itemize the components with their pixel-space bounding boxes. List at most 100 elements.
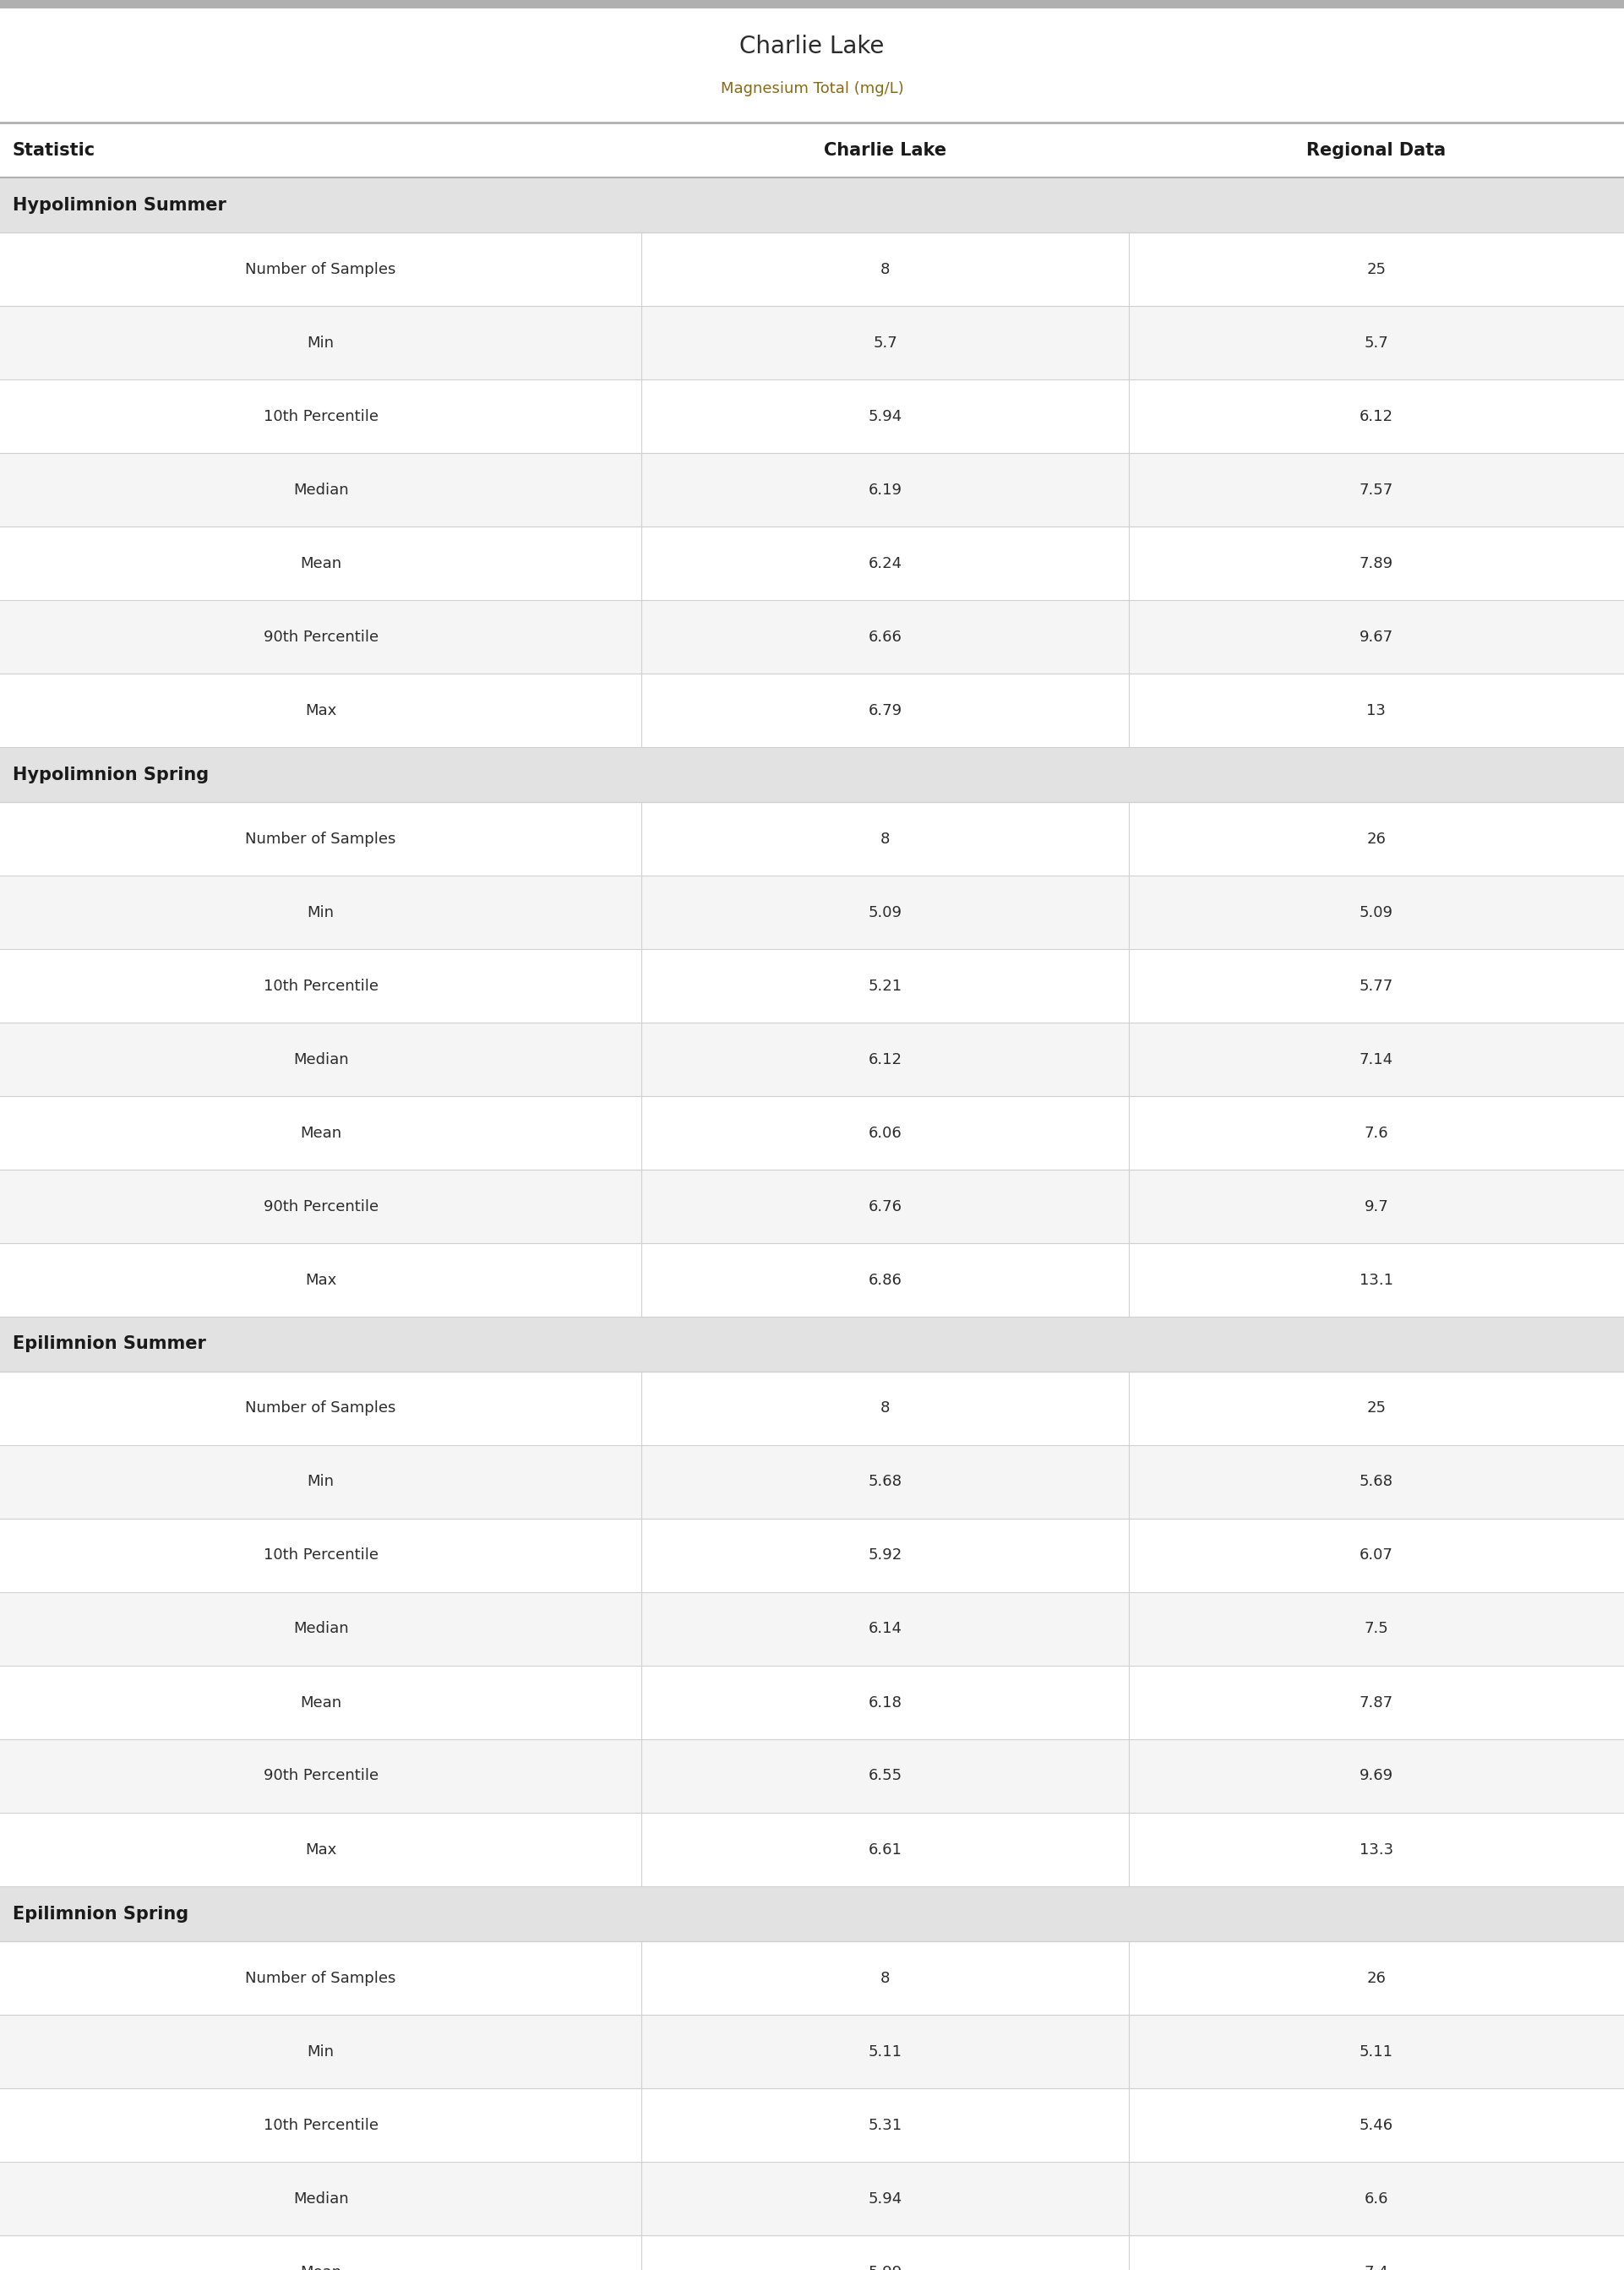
Bar xyxy=(0,1591,1624,1666)
Bar xyxy=(0,177,1624,232)
Text: Min: Min xyxy=(307,336,335,350)
Text: 6.06: 6.06 xyxy=(869,1126,901,1140)
Bar xyxy=(0,1317,1624,1371)
Text: 90th Percentile: 90th Percentile xyxy=(263,1199,378,1214)
Text: 90th Percentile: 90th Percentile xyxy=(263,1768,378,1784)
Text: 90th Percentile: 90th Percentile xyxy=(263,629,378,645)
Text: 6.86: 6.86 xyxy=(869,1271,901,1287)
Bar xyxy=(0,527,1624,599)
Bar xyxy=(0,232,1624,306)
Text: 6.79: 6.79 xyxy=(869,704,901,717)
Text: 6.12: 6.12 xyxy=(869,1051,901,1067)
Text: Max: Max xyxy=(305,704,336,717)
Text: 6.66: 6.66 xyxy=(869,629,901,645)
Text: Number of Samples: Number of Samples xyxy=(245,1970,396,1986)
Bar xyxy=(0,1941,1624,2016)
Bar xyxy=(0,306,1624,379)
Text: 5.68: 5.68 xyxy=(1359,1473,1393,1489)
Text: 7.5: 7.5 xyxy=(1364,1621,1389,1637)
Text: Mean: Mean xyxy=(300,1696,341,1709)
Text: 5.21: 5.21 xyxy=(869,978,901,994)
Bar xyxy=(0,599,1624,674)
Text: 5.77: 5.77 xyxy=(1359,978,1393,994)
Text: 6.24: 6.24 xyxy=(869,556,901,570)
Text: 9.7: 9.7 xyxy=(1364,1199,1389,1214)
Text: Mean: Mean xyxy=(300,556,341,570)
Text: Hypolimnion Summer: Hypolimnion Summer xyxy=(13,197,226,213)
Bar xyxy=(0,2236,1624,2270)
Text: 5.7: 5.7 xyxy=(1364,336,1389,350)
Text: 7.4: 7.4 xyxy=(1364,2265,1389,2270)
Text: 5.7: 5.7 xyxy=(874,336,896,350)
Text: 5.46: 5.46 xyxy=(1359,2118,1393,2134)
Text: 5.11: 5.11 xyxy=(869,2043,901,2059)
Text: Mean: Mean xyxy=(300,2265,341,2270)
Text: 5.92: 5.92 xyxy=(869,1548,901,1564)
Text: Epilimnion Spring: Epilimnion Spring xyxy=(13,1905,188,1923)
Text: 6.07: 6.07 xyxy=(1359,1548,1393,1564)
Text: Number of Samples: Number of Samples xyxy=(245,831,396,847)
Bar xyxy=(0,379,1624,454)
Text: 26: 26 xyxy=(1367,1970,1385,1986)
Text: 5.68: 5.68 xyxy=(869,1473,901,1489)
Bar xyxy=(0,1814,1624,1886)
Text: 8: 8 xyxy=(880,1970,890,1986)
Text: Max: Max xyxy=(305,1271,336,1287)
Text: Median: Median xyxy=(292,481,349,497)
Bar xyxy=(0,1371,1624,1446)
Text: 7.14: 7.14 xyxy=(1359,1051,1393,1067)
Text: 10th Percentile: 10th Percentile xyxy=(263,1548,378,1564)
Text: Max: Max xyxy=(305,1841,336,1857)
Text: 6.19: 6.19 xyxy=(869,481,901,497)
Text: 6.61: 6.61 xyxy=(869,1841,901,1857)
Text: Magnesium Total (mg/L): Magnesium Total (mg/L) xyxy=(721,82,903,95)
Bar xyxy=(0,454,1624,527)
Bar xyxy=(0,1886,1624,1941)
Text: 26: 26 xyxy=(1367,831,1385,847)
Text: 9.67: 9.67 xyxy=(1359,629,1393,645)
Text: 25: 25 xyxy=(1367,261,1385,277)
Text: 5.31: 5.31 xyxy=(869,2118,901,2134)
Bar xyxy=(0,1244,1624,1317)
Text: 8: 8 xyxy=(880,831,890,847)
Bar xyxy=(0,1022,1624,1096)
Text: 7.57: 7.57 xyxy=(1359,481,1393,497)
Bar xyxy=(0,1446,1624,1519)
Text: 5.99: 5.99 xyxy=(869,2265,901,2270)
Text: Min: Min xyxy=(307,906,335,919)
Text: Min: Min xyxy=(307,2043,335,2059)
Text: 5.94: 5.94 xyxy=(869,409,901,424)
Text: Mean: Mean xyxy=(300,1126,341,1140)
Text: 6.12: 6.12 xyxy=(1359,409,1393,424)
Text: Regional Data: Regional Data xyxy=(1307,141,1445,159)
Text: 8: 8 xyxy=(880,1401,890,1416)
Text: 25: 25 xyxy=(1367,1401,1385,1416)
Text: 5.09: 5.09 xyxy=(869,906,901,919)
Text: Median: Median xyxy=(292,1621,349,1637)
Text: 7.89: 7.89 xyxy=(1359,556,1393,570)
Bar xyxy=(0,1666,1624,1739)
Text: Min: Min xyxy=(307,1473,335,1489)
Text: 7.6: 7.6 xyxy=(1364,1126,1389,1140)
Bar xyxy=(0,1169,1624,1244)
Text: Number of Samples: Number of Samples xyxy=(245,1401,396,1416)
Bar xyxy=(0,674,1624,747)
Bar xyxy=(0,801,1624,876)
Text: 6.6: 6.6 xyxy=(1364,2191,1389,2206)
Text: 6.76: 6.76 xyxy=(869,1199,901,1214)
Text: Median: Median xyxy=(292,2191,349,2206)
Bar xyxy=(0,747,1624,801)
Bar xyxy=(0,949,1624,1022)
Text: Epilimnion Summer: Epilimnion Summer xyxy=(13,1335,206,1353)
Text: 6.18: 6.18 xyxy=(869,1696,901,1709)
Text: Number of Samples: Number of Samples xyxy=(245,261,396,277)
Bar xyxy=(0,2088,1624,2161)
Text: 13.1: 13.1 xyxy=(1359,1271,1393,1287)
Text: Hypolimnion Spring: Hypolimnion Spring xyxy=(13,765,209,783)
Bar xyxy=(0,1519,1624,1591)
Bar xyxy=(0,1096,1624,1169)
Text: 5.11: 5.11 xyxy=(1359,2043,1393,2059)
Bar xyxy=(0,2016,1624,2088)
Bar xyxy=(0,876,1624,949)
Text: 9.69: 9.69 xyxy=(1359,1768,1393,1784)
